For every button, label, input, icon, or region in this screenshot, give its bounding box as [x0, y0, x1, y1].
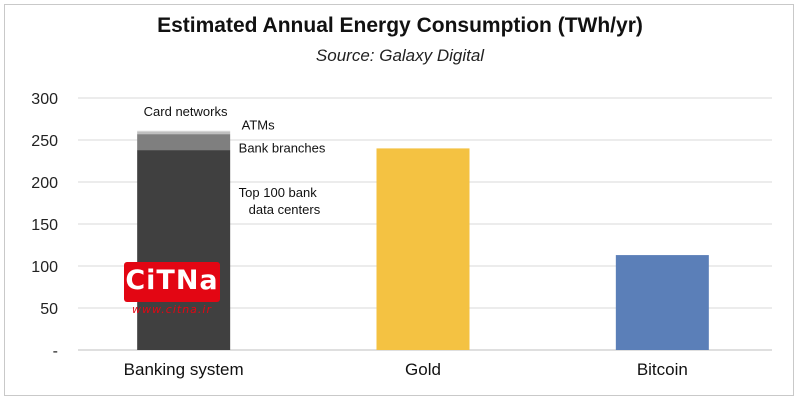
y-tick-label: 50: [40, 301, 58, 318]
annotation-bank-branches: Bank branches: [239, 141, 326, 156]
y-tick-label: 200: [31, 175, 58, 192]
bar-segment: [376, 148, 470, 350]
bar-segment: [137, 130, 231, 132]
x-tick-label: Bitcoin: [637, 360, 688, 379]
chart-subtitle: Source: Galaxy Digital: [315, 46, 485, 65]
bar-segment: [615, 255, 709, 350]
bar-segment: [137, 150, 231, 350]
bar-segment: [137, 134, 231, 151]
y-tick-label: 100: [31, 259, 58, 276]
annotation-card-networks: Card networks: [144, 104, 228, 119]
x-tick-label: Banking system: [124, 360, 244, 379]
bar-segment: [137, 131, 231, 135]
y-tick-label: 250: [31, 133, 58, 150]
y-tick-label: -: [53, 343, 58, 360]
annotation-data-centers-line1: Top 100 bank: [239, 185, 318, 200]
annotation-data-centers-line2: data centers: [249, 202, 321, 217]
x-tick-label: Gold: [405, 360, 441, 379]
y-tick-label: 150: [31, 217, 58, 234]
citna-url: www.citna.ir: [132, 303, 212, 316]
annotation-atms: ATMs: [242, 118, 275, 133]
chart-title: Estimated Annual Energy Consumption (TWh…: [157, 14, 643, 37]
citna-logo: CiTNa: [124, 262, 220, 302]
y-tick-label: 300: [31, 91, 58, 108]
